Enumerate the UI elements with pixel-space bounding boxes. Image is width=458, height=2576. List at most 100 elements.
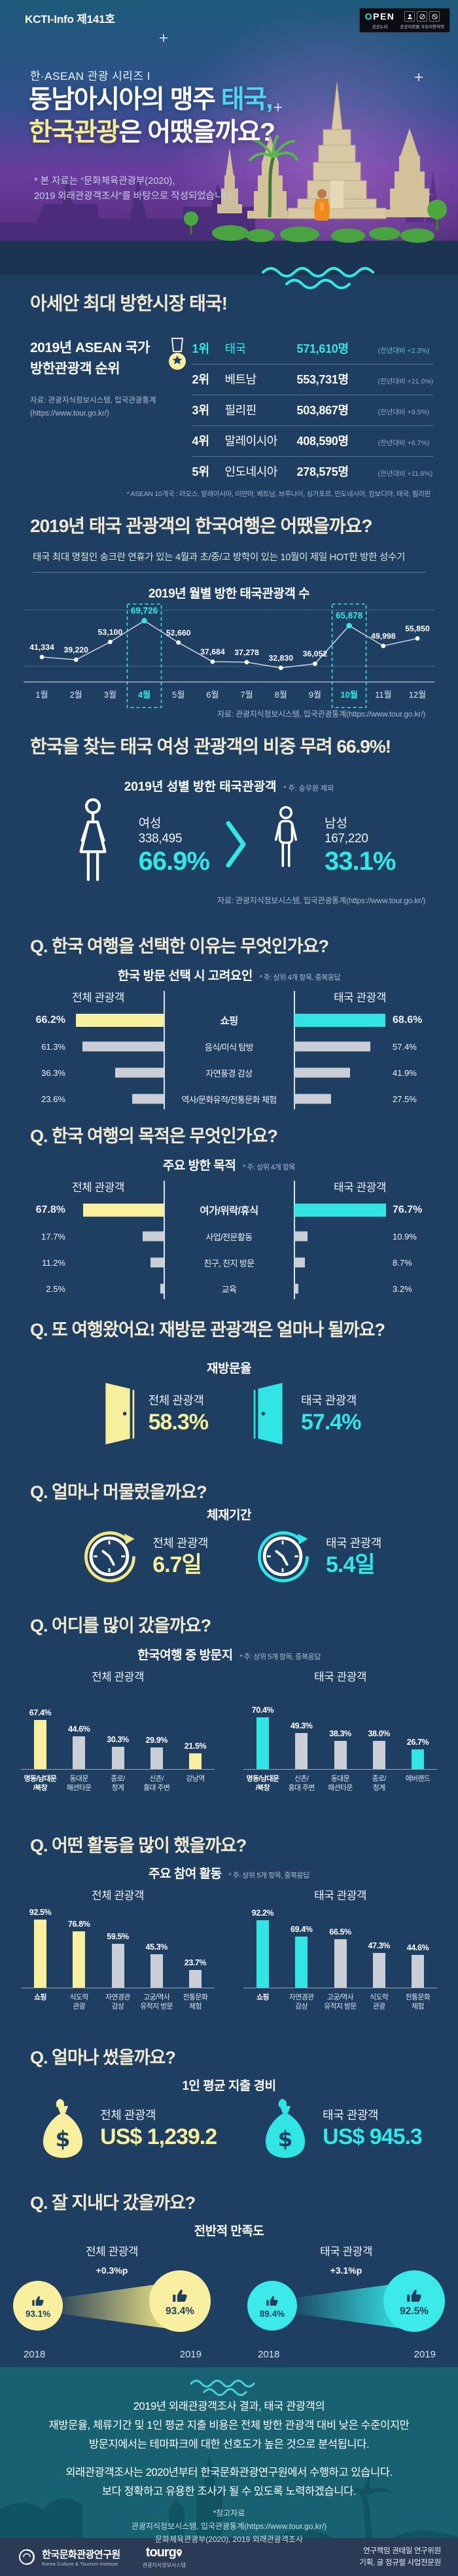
bar — [189, 1753, 202, 1769]
q4-stay-section: Q. 얼마나 머물렀을까요? 체재기간 전체 관광객 6.7일 — [0, 1475, 458, 1603]
thumbs-up-icon — [32, 2296, 44, 2306]
country-label: 필리핀 — [224, 404, 257, 417]
thumbs-up-icon — [407, 2289, 421, 2302]
door-icon — [253, 1383, 283, 1444]
category-label: 식도락 관광 — [370, 1994, 389, 2011]
bar-row: 11.2% 친구, 친지 방문 8.7% — [33, 1249, 425, 1276]
bar-area — [71, 1060, 164, 1086]
svg-text:6월: 6월 — [206, 690, 219, 700]
visitor-count: 408,590명 — [296, 435, 349, 448]
q2-compare-chart: 전체 관광객 태국 관광객 67.8% 여가/위락/휴식 76.7% 17.7% 사업/… — [33, 1178, 425, 1302]
clock-icon — [84, 1531, 136, 1583]
female-count: 338,495 — [138, 831, 183, 846]
column: 69.4% — [283, 1925, 319, 1988]
male-icon — [274, 806, 298, 867]
bar-area — [71, 1223, 164, 1249]
bar — [189, 1970, 202, 1988]
bar — [73, 1931, 86, 1988]
divider-line — [294, 1181, 295, 1299]
value-label: 36.3% — [41, 1067, 65, 1078]
q3-revisit-section: Q. 또 여행왔어요! 재방문 관광객은 얼마나 될까요? 재방문율 전체 관광… — [0, 1304, 458, 1475]
column: 67.4% — [22, 1708, 58, 1769]
column: 29.9% — [139, 1736, 175, 1769]
monthly-heading: 2019년 태국 관광객의 한국여행은 어땠을까요? — [30, 516, 372, 536]
value-label: 67.4% — [29, 1708, 52, 1717]
category-label: 음식/미식 탐방 — [204, 1042, 254, 1052]
category-label: 신촌/홍대 주변 — [143, 1775, 170, 1793]
asean-heading: 아세안 최대 방한시장 태국! — [30, 293, 228, 313]
q5-chart-title: 한국여행 중 방문지 * 주: 상위 5개 항목, 중복응답 — [137, 1649, 321, 1662]
q1-compare-chart: 전체 관광객 태국 관광객 66.2% 쇼핑 68.6% 61.3% 음식/미식 탐방 5… — [33, 988, 425, 1112]
svg-text:12월: 12월 — [409, 690, 426, 700]
bar-area — [71, 1197, 164, 1223]
stay-total-value: 6.7일 — [152, 1552, 202, 1577]
header-section: KCTI-Info 제141호 OPEN 공공누리 — [0, 0, 458, 275]
q5-heading: Q. 어디를 많이 갔을까요? — [30, 1616, 211, 1636]
column: 70.4% — [245, 1706, 281, 1769]
bar-area — [294, 1060, 387, 1086]
column: 38.0% — [361, 1729, 397, 1769]
svg-text:65,878: 65,878 — [336, 611, 363, 620]
bar — [150, 1747, 163, 1769]
column-chart-group: 전체 관광객 92.5% 76.8% 59.5% 45.3% 23.7% 쇼핑 식도락 관광 자연… — [21, 1886, 215, 2011]
column: 47.3% — [361, 1941, 397, 1988]
q5-places-section: Q. 어디를 많이 갔을까요? 한국여행 중 방문지 * 주: 상위 5개 항목… — [0, 1603, 458, 1826]
divider-line — [164, 1181, 165, 1299]
spend-thai-value: US$ 945.3 — [323, 2124, 423, 2149]
country-label: 태국 — [224, 342, 247, 355]
q7-heading: Q. 얼마나 썼을까요? — [30, 2048, 176, 2067]
open-left-label: 공공누리 — [372, 25, 388, 29]
bar-row: 36.3% 자연풍경 감상 41.9% — [33, 1060, 425, 1086]
bar — [150, 1257, 164, 1268]
svg-text:55,850: 55,850 — [405, 624, 430, 634]
person-icon — [404, 11, 415, 22]
stay-thai: 태국 관광객 5.4일 — [250, 1524, 381, 1589]
bar-area — [71, 1086, 164, 1112]
compare-bar-chart: 66.2% 쇼핑 68.6% 61.3% 음식/미식 탐방 57.4% 36.3% 자연풍경 … — [33, 991, 425, 1112]
revisit-thai-value: 57.4% — [301, 1409, 361, 1435]
category-label: 자연경관 감상 — [105, 1994, 130, 2011]
category-label: 쇼핑 — [34, 1994, 46, 2001]
column: 76.8% — [61, 1920, 97, 1988]
value-label: 10.9% — [393, 1231, 417, 1242]
value-label: 27.5% — [393, 1094, 417, 1104]
compare-bar-chart: 67.8% 여가/위락/휴식 76.7% 17.7% 사업/전문활동 10.9% 11.2%… — [33, 1181, 425, 1302]
no-derivatives-icon — [429, 11, 440, 22]
q2-chart-title: 주요 방한 목적 * 주: 상위 4개 항목 — [162, 1159, 296, 1173]
bar-area — [71, 1276, 164, 1302]
q1-right-header: 태국 관광객 — [334, 992, 386, 1004]
monthly-chart-title: 2019년 월별 방한 태국관광객 수 — [148, 587, 310, 601]
satisfaction-total: 전체 관광객 93.1% 93.4% + — [13, 2242, 211, 2360]
ranking-row: 1위 태국 571,610명 (전년대비 +2.3%) — [192, 334, 433, 365]
credits: 연구책임 권태일 연구위원 기획, 글 정규렬 사업전문원 — [359, 2547, 441, 2567]
rank-label: 4위 — [192, 435, 210, 448]
column: 92.5% — [22, 1908, 58, 1988]
bar-area — [294, 1197, 387, 1223]
bars-row: 70.4% 49.3% 38.3% 38.0% 26.7% — [243, 1690, 437, 1770]
bars-row: 67.4% 44.6% 30.3% 29.9% 21.5% — [21, 1690, 215, 1770]
svg-text:36,052: 36,052 — [303, 649, 328, 658]
female-label: 여성 — [138, 816, 162, 831]
category-label: 동대문 패션타운 — [328, 1775, 353, 1793]
value-label: 66.2% — [35, 1014, 65, 1026]
svg-text:7월: 7월 — [240, 690, 253, 700]
medal-icon — [168, 338, 186, 370]
svg-text:49,998: 49,998 — [371, 632, 396, 641]
group-header: 전체 관광객 — [92, 1889, 144, 1902]
bar-area — [71, 1007, 164, 1033]
labels-row: 쇼핑 식도락 관광 자연경관 감상 고궁/역사 유적지 방문 전통문화 체험 — [21, 1988, 215, 2011]
q1-heading: Q. 한국 여행을 선택한 이유는 무엇인가요? — [30, 937, 329, 956]
category-label: 강남역 — [186, 1775, 205, 1783]
footer-bar: 한국문화관광연구원 Korea Culture & Tourism Instit… — [0, 2538, 458, 2576]
category-label: 역사/문화유적/전통문화 체험 — [181, 1094, 277, 1105]
value-label: 38.0% — [368, 1729, 391, 1739]
bar — [132, 1094, 164, 1104]
bar-area — [294, 1033, 387, 1060]
labels-row: 쇼핑 자연경관 감상 고궁/역사 유적지 방문 식도락 관광 전통문화 체험 — [243, 1988, 437, 2011]
value-label: 26.7% — [406, 1738, 429, 1747]
bar — [294, 1067, 350, 1078]
ranking-row: 2위 베트남 553,731명 (전년대비 +21.0%) — [192, 365, 433, 395]
value-label: 2.5% — [46, 1283, 65, 1294]
column: 66.5% — [323, 1927, 359, 1988]
palm-tree — [248, 134, 299, 218]
